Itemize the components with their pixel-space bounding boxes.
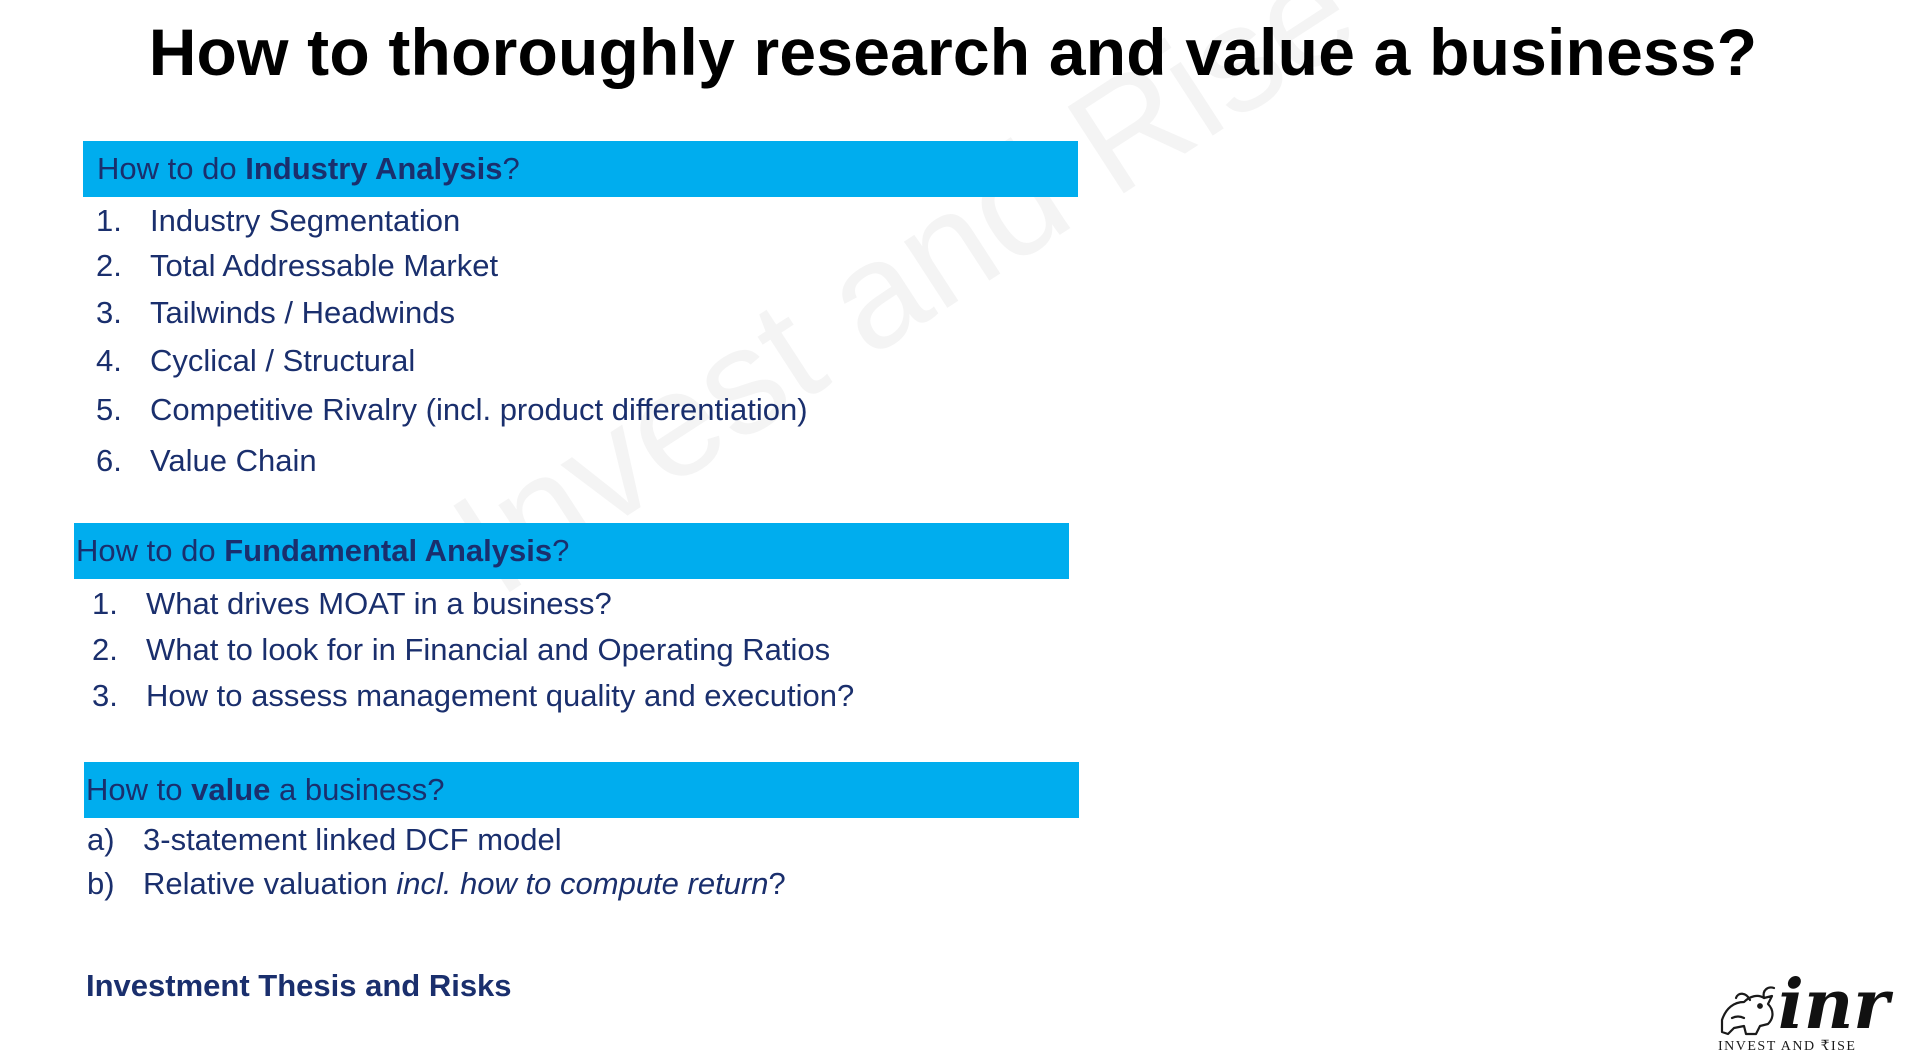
list-text: 3-statement linked DCF model [143, 822, 562, 857]
list-text: How to assess management quality and exe… [146, 678, 855, 713]
logo-mark: inr [1778, 965, 1893, 1045]
list-item: 6. Value Chain [96, 443, 317, 479]
section-header-prefix: How to do [97, 151, 246, 186]
list-item: 1. Industry Segmentation [96, 203, 460, 239]
list-text: Competitive Rivalry (incl. product diffe… [150, 392, 808, 427]
page-title: How to thoroughly research and value a b… [148, 15, 1758, 89]
list-item: 4. Cyclical / Structural [96, 343, 415, 379]
list-number: 3. [92, 678, 118, 713]
list-item: 2. Total Addressable Market [96, 248, 498, 284]
list-item: 3. How to assess management quality and e… [92, 678, 854, 714]
section-header-bold: Fundamental Analysis [224, 533, 553, 568]
section-header-suffix: a business? [270, 772, 445, 807]
investment-thesis-heading: Investment Thesis and Risks [86, 968, 512, 1003]
list-text: What drives MOAT in a business? [146, 586, 612, 621]
list-item: 3. Tailwinds / Headwinds [96, 295, 455, 331]
section-header-suffix: ? [502, 151, 520, 186]
list-item: b) Relative valuation incl. how to comput… [87, 866, 786, 902]
section-header-fundamental-analysis: How to do Fundamental Analysis? [74, 523, 1069, 579]
list-text: Industry Segmentation [150, 203, 461, 238]
list-number: 5. [96, 392, 122, 427]
list-number: b) [87, 866, 115, 901]
section-header-suffix: ? [552, 533, 570, 568]
list-text: Total Addressable Market [150, 248, 499, 283]
section-header-prefix: How to [86, 772, 192, 807]
list-number: 1. [92, 586, 118, 621]
list-number: 6. [96, 443, 122, 478]
list-item: a) 3-statement linked DCF model [87, 822, 562, 858]
section-header-industry-analysis: How to do Industry Analysis? [83, 141, 1078, 197]
bull-icon [1720, 986, 1776, 1036]
list-number: 2. [96, 248, 122, 283]
list-number: a) [87, 822, 115, 857]
list-item: 1. What drives MOAT in a business? [92, 586, 612, 622]
invest-and-rise-logo: inr [1720, 965, 1893, 1045]
list-text: Tailwinds / Headwinds [150, 295, 455, 330]
list-text-tail: ? [768, 866, 786, 901]
list-number: 2. [92, 632, 118, 667]
list-item: 2. What to look for in Financial and Oper… [92, 632, 830, 668]
list-text: What to look for in Financial and Operat… [146, 632, 831, 667]
list-item: 5. Competitive Rivalry (incl. product dif… [96, 392, 808, 428]
section-header-prefix: How to do [76, 533, 225, 568]
section-header-bold: Industry Analysis [245, 151, 503, 186]
logo-subtitle: INVEST AND ₹ISE [1718, 1039, 1857, 1054]
list-number: 3. [96, 295, 122, 330]
list-text: Cyclical / Structural [150, 343, 416, 378]
section-header-bold: value [191, 772, 271, 807]
list-number: 4. [96, 343, 122, 378]
list-number: 1. [96, 203, 122, 238]
list-text-italic: incl. how to compute return [396, 866, 769, 901]
section-header-valuation: How to value a business? [84, 762, 1079, 818]
list-text: Value Chain [150, 443, 317, 478]
list-text: Relative valuation [143, 866, 397, 901]
